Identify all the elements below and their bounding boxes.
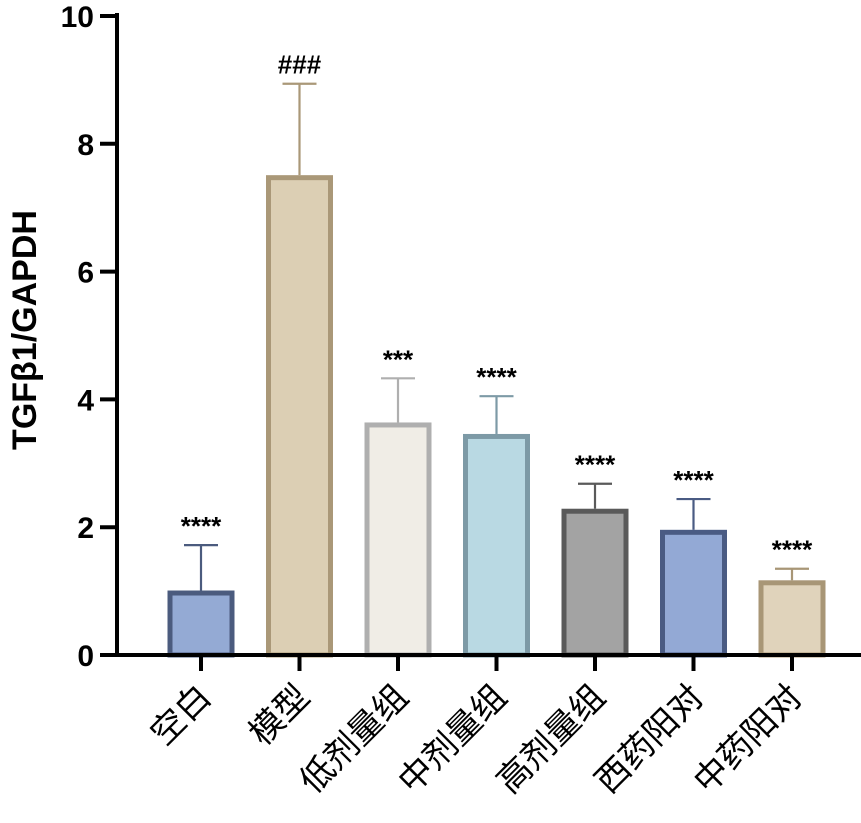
category-label-4: 中剂量组 bbox=[390, 677, 514, 801]
category-label-5: 高剂量组 bbox=[489, 677, 613, 801]
category-label-7: 中药阳对 bbox=[686, 677, 810, 801]
significance-label-2: ### bbox=[278, 50, 322, 80]
axes-layer bbox=[115, 13, 861, 657]
y-axis-label: TGFβ1/GAPDH bbox=[6, 210, 44, 450]
y-tick-label-2: 2 bbox=[77, 512, 94, 545]
significance-label-6: **** bbox=[673, 465, 714, 495]
error-bars-layer bbox=[184, 82, 809, 591]
significance-label-1: **** bbox=[181, 511, 222, 541]
y-tick-label-6: 6 bbox=[77, 257, 94, 290]
bar-7 bbox=[758, 580, 826, 658]
category-label-1: 空白 bbox=[143, 677, 219, 753]
significance-label-5: **** bbox=[575, 450, 616, 480]
category-label-2: 模型 bbox=[241, 677, 317, 753]
y-ticks-layer: 0 2 4 6 8 10 bbox=[61, 1, 117, 673]
bar-6 bbox=[660, 529, 727, 658]
significance-label-7: **** bbox=[772, 535, 813, 565]
significance-layer: ****###******************* bbox=[181, 50, 813, 565]
significance-label-3: *** bbox=[383, 344, 414, 374]
bar-2 bbox=[266, 175, 333, 658]
y-tick-label-8: 8 bbox=[77, 129, 94, 162]
bar-5 bbox=[561, 508, 629, 658]
bar-1 bbox=[167, 590, 235, 658]
y-tick-label-10: 10 bbox=[61, 1, 94, 34]
category-label-3: 低剂量组 bbox=[292, 677, 416, 801]
y-tick-label-0: 0 bbox=[77, 640, 94, 673]
bar-4 bbox=[463, 433, 530, 658]
bar-3 bbox=[364, 422, 432, 658]
significance-label-4: **** bbox=[476, 362, 517, 392]
y-tick-label-4: 4 bbox=[77, 384, 94, 417]
category-label-6: 西药阳对 bbox=[587, 677, 711, 801]
bars-layer bbox=[167, 175, 826, 658]
